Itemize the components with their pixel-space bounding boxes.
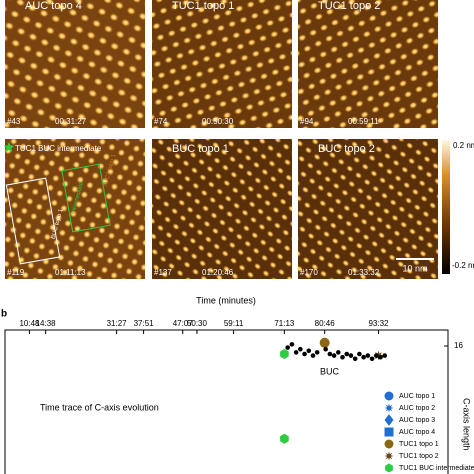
marker (298, 346, 303, 352)
x-tick-label: 80:46 (315, 319, 336, 328)
marker (310, 353, 316, 358)
marker (319, 337, 330, 348)
marker (344, 351, 350, 357)
frame-number: #94 (300, 117, 314, 126)
stm-image (298, 0, 438, 128)
frame-number: #43 (7, 117, 21, 126)
panel-label: b (1, 309, 7, 320)
x-tick-label: 47:07 (173, 319, 194, 328)
annotation: BUC (320, 366, 340, 376)
scale-bar-label: 10 nm (402, 263, 427, 273)
plot-frame (4, 329, 449, 474)
legend-label: AUC topo 3 (399, 417, 435, 424)
region-box (5, 177, 61, 265)
panel-title: BUC topo 1 (172, 143, 229, 155)
stm-image (5, 139, 145, 279)
marker (293, 350, 299, 355)
marker (361, 354, 366, 360)
image-panels: AUC topo 4 #43 00:31:27 TUC1 topo 1 #74 00:50… (3, 0, 438, 279)
stm-image (152, 0, 292, 128)
panel-title: TUC1 topo 1 (172, 0, 234, 12)
legend-label: AUC topo 4 (399, 429, 435, 436)
legend-marker (384, 427, 394, 437)
frame-time: 01:33:32 (348, 268, 380, 277)
panel-title: BUC topo 2 (318, 143, 375, 155)
x-tick-label: 93:32 (368, 319, 389, 328)
marker (336, 350, 341, 355)
star-icon (3, 142, 15, 152)
region-box (61, 163, 111, 233)
legend-label: AUC topo 1 (399, 393, 435, 400)
marker (357, 351, 362, 357)
annotation: Time trace of C-axis evolution (40, 402, 159, 412)
legend-marker (384, 403, 394, 413)
x-tick-label: 31:27 (107, 319, 128, 328)
marker (340, 354, 345, 360)
x-tick-label: 50:30 (187, 319, 208, 328)
y-tick-label: 16 (454, 341, 463, 350)
frame-time: 00:50:30 (202, 117, 234, 126)
frame-time: 01:20:46 (202, 268, 234, 277)
marker (306, 348, 312, 354)
frame-time: 01:11:13 (55, 268, 86, 277)
legend-marker (385, 463, 393, 473)
marker (323, 346, 328, 352)
legend-marker (384, 451, 394, 461)
stm-image (152, 139, 292, 279)
marker (327, 351, 333, 357)
colorbar-min: -0.2 nm (452, 261, 474, 270)
stm-image (5, 0, 145, 128)
marker (378, 354, 383, 360)
colorbar (442, 140, 450, 274)
frame-number: #170 (300, 268, 318, 277)
legend-label: AUC topo 2 (399, 405, 435, 412)
colorbar-max: 0.2 nm (453, 141, 474, 150)
marker (382, 353, 388, 358)
panel-title: TUC1 topo 2 (318, 0, 380, 12)
marker (289, 342, 295, 347)
y-axis-label: C-axis length (462, 398, 472, 451)
marker (348, 353, 354, 358)
legend-label: TUC1 BUC intermediate (399, 465, 474, 472)
marker (280, 433, 289, 444)
legend-marker (384, 439, 394, 449)
marker (285, 345, 290, 350)
stm-image (298, 139, 438, 279)
legend-label: TUC1 topo 2 (399, 453, 439, 460)
marker (352, 356, 358, 362)
marker (373, 353, 379, 358)
marker (314, 350, 320, 355)
panel-title: TUC1 BUC intermediate (15, 144, 102, 153)
x-axis-label: Time (minutes) (196, 295, 256, 305)
legend-marker (384, 414, 394, 426)
frame-number: #119 (7, 268, 25, 277)
x-tick-label: 71:13 (274, 319, 295, 328)
frame-number: #137 (154, 268, 172, 277)
frame-time: 00:31:27 (55, 117, 87, 126)
x-tick-label: 59:11 (224, 319, 244, 328)
frame-time: 00:59:11 (348, 117, 379, 126)
frame-number: #74 (154, 117, 168, 126)
marker (369, 356, 375, 362)
marker (302, 351, 307, 357)
x-tick-label: 37:51 (134, 319, 155, 328)
legend-label: TUC1 topo 1 (399, 441, 439, 448)
x-tick-label: 10:48 (19, 319, 40, 328)
panel-title: AUC topo 4 (25, 0, 82, 12)
x-tick-label: 14:38 (36, 319, 57, 328)
marker (331, 353, 337, 358)
marker (365, 353, 371, 358)
marker (280, 349, 289, 359)
legend-marker (384, 391, 394, 401)
